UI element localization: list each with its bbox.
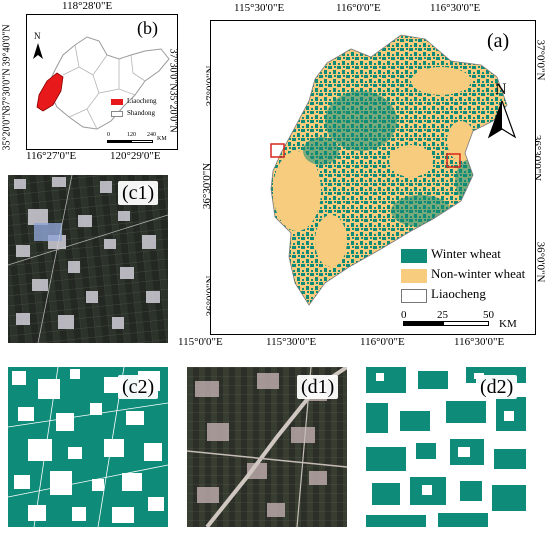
legend-swatch-liaocheng xyxy=(401,289,427,303)
panel-a-label: (a) xyxy=(483,29,514,53)
liaocheng-highlight xyxy=(36,72,64,112)
legend-label-liaocheng: Liaocheng xyxy=(431,286,486,301)
shandong-map xyxy=(36,36,170,130)
a-scale-tick-2: 50 xyxy=(483,309,494,321)
a-scale-tick-0: 0 xyxy=(401,309,407,321)
panel-d1-image: (d1) xyxy=(187,367,347,527)
b-legend: Liaocheng Shandong xyxy=(111,97,173,133)
panel-c2-image: (c2) xyxy=(8,367,168,527)
a-bottom-tick-4: 116°30'0"E xyxy=(454,336,505,348)
b-legend-swatch-liaocheng xyxy=(111,99,123,105)
a-bottom-tick-2: 115°30'0"E xyxy=(266,336,317,348)
a-top-tick-1: 115°30'0"E xyxy=(234,2,285,14)
b-scale-tick-1: 120 xyxy=(127,132,136,138)
panel-c2-label: (c2) xyxy=(118,375,159,399)
b-left-tick-3: 35°20'0"N xyxy=(1,108,13,151)
north-arrow-a: N xyxy=(487,81,517,139)
panel-a-frame: (a) N Winter wheat Non-winter wheat Liao… xyxy=(210,20,536,335)
b-scale-tick-0: 0 xyxy=(107,132,110,138)
b-bottom-tick-2: 120°29'0"E xyxy=(110,150,161,162)
b-bottom-tick-1: 116°27'0"E xyxy=(26,150,77,162)
b-left-tick-1: 39°40'0"N xyxy=(1,24,13,67)
b-right-tick-2: 35°20'0"N xyxy=(167,90,179,133)
b-top-tick: 118°28'0"E xyxy=(62,0,113,12)
panel-d2-image: (d2) xyxy=(366,367,526,527)
a-right-tick-1: 37°0'0"N xyxy=(534,39,547,81)
legend-label-wheat: Winter wheat xyxy=(431,246,501,261)
north-arrow-a-label: N xyxy=(495,81,507,98)
roi-box-c xyxy=(270,143,285,158)
b-legend-swatch-shandong xyxy=(111,111,123,117)
a-bottom-tick-1: 115°0'0"E xyxy=(178,336,223,348)
b-legend-label-liaocheng: Liaocheng xyxy=(127,97,157,105)
panel-b-label: (b) xyxy=(135,17,160,39)
roi-box-d xyxy=(446,153,461,168)
a-legend: Winter wheat Non-winter wheat Liaocheng xyxy=(401,245,535,305)
b-scale-unit: KM xyxy=(157,136,167,142)
a-scale-tick-1: 25 xyxy=(437,309,448,321)
legend-label-nonwheat: Non-winter wheat xyxy=(431,266,526,281)
a-top-tick-2: 116°0'0"E xyxy=(336,2,381,14)
panel-c1-image: (c1) xyxy=(8,175,168,343)
a-bottom-tick-3: 116°0'0"E xyxy=(360,336,405,348)
legend-swatch-wheat xyxy=(401,249,427,263)
panel-c1-label: (c1) xyxy=(118,181,159,205)
b-scale-bar: 0 120 240 KM xyxy=(105,132,175,149)
b-scale-tick-2: 240 xyxy=(147,132,156,138)
north-arrow-b-label: N xyxy=(34,31,41,41)
north-arrow-b: N xyxy=(32,31,44,61)
legend-swatch-nonwheat xyxy=(401,269,427,283)
b-left-tick-2: 37°30'0"N xyxy=(1,68,13,111)
panel-b-frame: N (b) Liaocheng Shandong 0 120 240 KM xyxy=(26,14,178,150)
a-scale-bar: 0 25 50 KM xyxy=(393,309,533,331)
panel-d1-label: (d1) xyxy=(297,375,339,399)
a-scale-unit: KM xyxy=(499,318,517,330)
liaocheng-map xyxy=(270,34,508,306)
a-top-tick-3: 116°30'0"E xyxy=(430,2,481,14)
b-legend-label-shandong: Shandong xyxy=(127,109,155,117)
a-right-tick-3: 36°0'0"N xyxy=(534,241,547,283)
b-right-tick-1: 37°30'0"N xyxy=(167,48,179,91)
panel-d2-label: (d2) xyxy=(476,375,518,399)
